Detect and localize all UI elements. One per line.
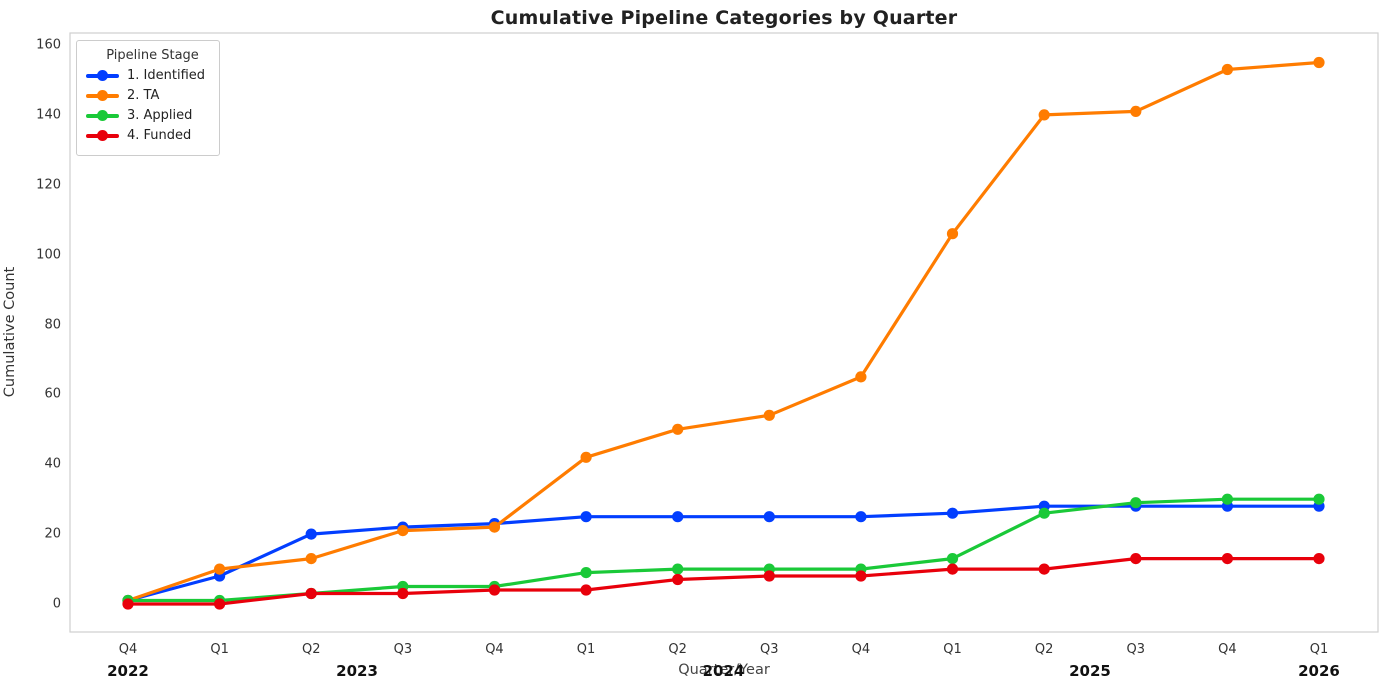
- xtick-Q3-2025: Q3: [1126, 642, 1146, 657]
- data-point-1-Q42024: [855, 511, 867, 523]
- year-label-2022: 2022: [107, 662, 149, 680]
- legend-line-dot-icon: [86, 90, 119, 101]
- data-point-4-Q42022: [122, 598, 134, 610]
- ytick-80: 80: [44, 317, 61, 332]
- data-point-2-Q12026: [1313, 56, 1325, 69]
- data-point-2-Q42024: [855, 371, 867, 383]
- legend-item-4: 4. Funded: [86, 127, 205, 144]
- legend-item-3: 3. Applied: [86, 107, 205, 124]
- legend-item-2: 2. TA: [86, 87, 205, 104]
- ytick-0: 0: [52, 596, 61, 612]
- data-point-3-Q12024: [580, 567, 592, 579]
- y-axis-label: Cumulative Count: [2, 266, 18, 398]
- data-point-4-Q42023: [488, 584, 501, 596]
- ytick-60: 60: [44, 386, 61, 402]
- xtick-Q2-2023: Q2: [301, 642, 321, 657]
- data-point-4-Q12025: [946, 563, 959, 575]
- data-point-2-Q32024: [763, 409, 775, 421]
- xtick-Q1-2023: Q1: [210, 642, 229, 657]
- data-point-4-Q12024: [580, 584, 592, 596]
- ytick-100: 100: [36, 247, 61, 263]
- ytick-40: 40: [44, 456, 61, 472]
- xtick-Q3-2023: Q3: [393, 642, 413, 657]
- data-point-3-Q22025: [1038, 507, 1050, 519]
- xtick-Q4-2024: Q4: [851, 642, 871, 657]
- data-point-4-Q22025: [1038, 563, 1050, 575]
- data-point-2-Q42025: [1221, 63, 1233, 76]
- data-point-2-Q12024: [580, 451, 592, 463]
- year-label-2023: 2023: [336, 662, 378, 680]
- data-point-3-Q32025: [1130, 497, 1142, 509]
- data-point-1-Q22023: [305, 528, 317, 540]
- legend-title: Pipeline Stage: [106, 48, 199, 63]
- year-label-2026: 2026: [1298, 662, 1340, 680]
- data-point-2-Q22024: [672, 423, 684, 435]
- data-point-4-Q22023: [305, 587, 317, 600]
- legend-label: 1. Identified: [127, 68, 206, 83]
- data-point-4-Q22024: [672, 573, 684, 586]
- ytick-120: 120: [36, 177, 61, 193]
- legend-line-dot-icon: [86, 110, 119, 121]
- legend-dot: [97, 90, 108, 101]
- legend-line-dot-icon: [86, 130, 119, 141]
- series-line-2: [126, 60, 1321, 603]
- legend-dot: [97, 70, 108, 81]
- data-point-4-Q32025: [1130, 553, 1142, 565]
- xtick-Q4-2025: Q4: [1218, 642, 1237, 657]
- legend-label: 3. Applied: [127, 108, 193, 123]
- legend-line-dot-icon: [86, 70, 119, 81]
- year-label-2025: 2025: [1069, 662, 1111, 680]
- xtick-Q1-2025: Q1: [943, 642, 962, 657]
- legend-label: 2. TA: [127, 88, 160, 103]
- xtick-Q2-2025: Q2: [1034, 642, 1054, 657]
- data-point-2-Q32025: [1130, 105, 1142, 117]
- ytick-140: 140: [36, 107, 61, 123]
- legend: Pipeline Stage 1. Identified 2. TA 3. Appl…: [76, 40, 221, 156]
- year-label-2024: 2024: [702, 662, 745, 680]
- data-point-2-Q32023: [397, 525, 409, 537]
- data-point-2-Q42023: [488, 521, 501, 533]
- legend-dot: [97, 110, 108, 121]
- series-line-3: [126, 497, 1321, 603]
- data-point-1-Q12024: [580, 511, 592, 523]
- ytick-20: 20: [44, 526, 61, 542]
- data-point-1-Q22024: [672, 511, 684, 523]
- data-point-4-Q12026: [1313, 553, 1325, 565]
- x-axis-label: Quarter/Year: [678, 662, 770, 678]
- data-point-4-Q32023: [397, 587, 409, 600]
- data-point-2-Q22023: [305, 553, 317, 565]
- xtick-Q3-2024: Q3: [760, 642, 779, 657]
- data-point-3-Q12026: [1313, 493, 1325, 505]
- data-point-3-Q22024: [672, 563, 684, 575]
- xtick-Q4-2022: Q4: [118, 642, 138, 657]
- legend-dot: [97, 130, 108, 141]
- data-point-4-Q12023: [214, 598, 226, 610]
- series-line-4: [126, 556, 1321, 606]
- chart-title: Cumulative Pipeline Categories by Quarte…: [490, 7, 958, 29]
- xtick-Q2-2024: Q2: [668, 642, 687, 657]
- data-point-2-Q22025: [1038, 109, 1050, 121]
- ytick-160: 160: [36, 37, 61, 53]
- data-point-2-Q12023: [214, 563, 226, 575]
- xtick-Q1-2024: Q1: [576, 642, 596, 657]
- legend-label: 4. Funded: [127, 128, 192, 143]
- plot-border: [69, 32, 1379, 633]
- data-point-2-Q12025: [946, 228, 959, 240]
- data-point-4-Q42024: [855, 570, 867, 582]
- data-point-1-Q32024: [763, 511, 775, 523]
- data-point-4-Q32024: [763, 570, 775, 582]
- xtick-Q4-2023: Q4: [485, 642, 504, 657]
- legend-rows: 1. Identified 2. TA 3. Applied 4. Funded: [86, 67, 205, 144]
- xtick-Q1-2026: Q1: [1309, 642, 1329, 657]
- legend-item-1: 1. Identified: [86, 67, 205, 84]
- data-point-3-Q42025: [1221, 493, 1233, 505]
- data-point-1-Q12025: [946, 507, 959, 519]
- series-line-1: [126, 504, 1321, 603]
- data-point-4-Q42025: [1221, 553, 1233, 565]
- data-point-3-Q12025: [946, 553, 959, 565]
